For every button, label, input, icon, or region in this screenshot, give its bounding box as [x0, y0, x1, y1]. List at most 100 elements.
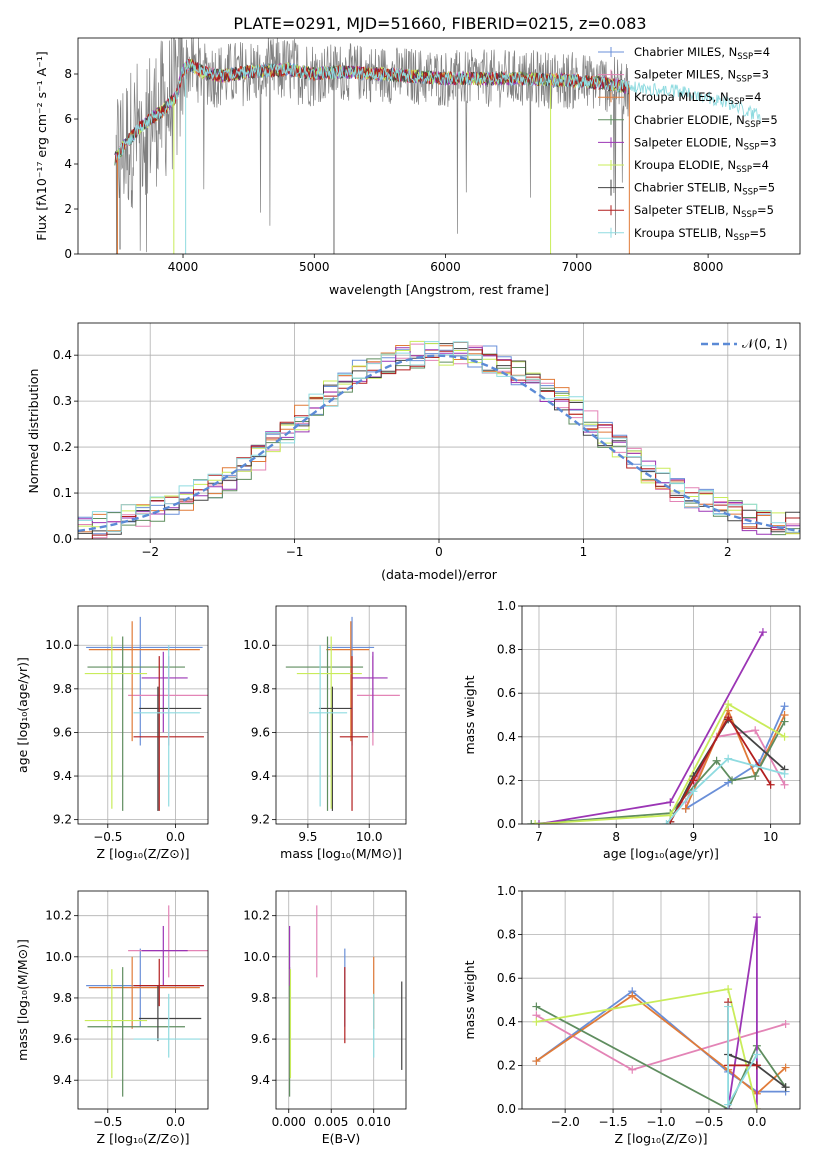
- legend-label-sub: SSP: [744, 142, 760, 152]
- x-tick-label: 0.0: [747, 1115, 766, 1129]
- y-tick-label: 9.2: [53, 813, 72, 827]
- marker-salpeter-miles: [628, 1065, 637, 1074]
- marker-kroupa-miles: [628, 991, 637, 1000]
- legend-label-text: Salpeter MILES, N: [634, 68, 736, 82]
- mass-weight-vs-age-panel: 7 8 9 10 0.0 0.2 0.4 0.6 0.8 1.0 age [log₁₀(age/yr…: [462, 599, 801, 861]
- marker-kroupa-stelib: [662, 820, 671, 824]
- y-tick-label: 9.4: [251, 1073, 270, 1087]
- y-tick-label: 0.8: [497, 643, 516, 657]
- marker-salpeter-miles: [780, 780, 789, 789]
- age-vs-metallicity-panel: −0.5 0.0 9.2 9.4 9.6 9.8 10.0 Z [log₁₀(Z/Z⊙)] ag…: [15, 605, 209, 861]
- y-tick-label: 9.8: [53, 991, 72, 1005]
- mass-vs-extinction-panel: 0.000 0.005 0.010 9.4 9.6 9.8 10.0 10.2 E(B-V): [243, 890, 407, 1146]
- y-tick-label: 9.4: [53, 769, 72, 783]
- y-tick-label: 10.2: [243, 909, 270, 923]
- marker-kroupa-stelib: [780, 769, 789, 778]
- marker-salpeter-elodie: [752, 913, 761, 922]
- marker-salpeter-elodie: [666, 798, 675, 807]
- plot-area: [285, 616, 400, 811]
- line-kroupa-elodie: [535, 702, 786, 824]
- legend-label-n: =3: [760, 135, 777, 149]
- spectrum-panel: 4000 5000 6000 7000 8000 0 2 4 6 8 wavelength [Ang…: [34, 37, 801, 297]
- plot-area: [114, 38, 761, 254]
- y-tick-label: 0.6: [497, 686, 516, 700]
- legend-label-text: Kroupa MILES, N: [634, 90, 729, 104]
- legend-label: Chabrier STELIB, NSSP=5: [634, 181, 775, 198]
- y-tick-label: 10.0: [243, 638, 270, 652]
- line-chabrier-elodie: [535, 1005, 787, 1109]
- axes-frame: [275, 605, 407, 825]
- y-tick-label: 2: [64, 202, 72, 216]
- legend-label: Kroupa MILES, NSSP=4: [634, 90, 761, 107]
- y-tick-label: 0.2: [497, 773, 516, 787]
- x-tick-label: 10: [763, 830, 778, 844]
- x-tick-label: 8000: [693, 260, 724, 274]
- x-axis-label: wavelength [Angstrom, rest frame]: [329, 282, 549, 297]
- legend-label: Kroupa STELIB, NSSP=5: [634, 226, 766, 243]
- y-axis-label: mass [log₁₀(M/M⊙)]: [15, 939, 30, 1061]
- y-tick-label: 10.0: [45, 638, 72, 652]
- marker-chabrier-elodie: [527, 820, 536, 824]
- axes-frame: [77, 605, 209, 825]
- y-tick-label: 0.6: [497, 971, 516, 985]
- marker-salpeter-stelib: [766, 780, 775, 789]
- x-tick-label: −0.5: [93, 830, 122, 844]
- marker-kroupa-elodie: [752, 1105, 761, 1109]
- marker-kroupa-miles: [681, 804, 690, 813]
- y-tick-label: 0.4: [497, 1015, 516, 1029]
- marker-chabrier-elodie: [712, 756, 721, 765]
- legend-label-text: Kroupa STELIB, N: [634, 226, 734, 240]
- x-tick-label: 8: [612, 830, 620, 844]
- legend-label-sub: SSP: [729, 97, 745, 107]
- y-tick-label: 0.2: [497, 1058, 516, 1072]
- marker-kroupa-elodie: [532, 1017, 541, 1026]
- legend-label-n: =4: [752, 158, 769, 172]
- y-axis-label: mass weight: [462, 960, 477, 1039]
- y-tick-label: 9.6: [251, 725, 270, 739]
- legend-label-text: Chabrier STELIB, N: [634, 181, 742, 195]
- x-axis-label: (data-model)/error: [381, 567, 498, 582]
- y-axis-label: mass weight: [462, 675, 477, 754]
- model-spectrum-kroupa-stelib: [115, 59, 761, 163]
- marker-salpeter-miles: [781, 1019, 790, 1028]
- legend-label-sub: SSP: [742, 188, 758, 198]
- marker-salpeter-stelib: [724, 713, 733, 722]
- legend-label-sub: SSP: [734, 233, 750, 243]
- x-axis-label: Z [log₁₀(Z/Z⊙)]: [97, 1131, 190, 1146]
- legend-label: Chabrier ELODIE, NSSP=5: [634, 113, 778, 130]
- y-tick-label: 9.8: [251, 682, 270, 696]
- marker-kroupa-stelib: [724, 1100, 733, 1109]
- x-tick-label: −0.5: [694, 1115, 723, 1129]
- marker-salpeter-elodie: [758, 628, 767, 637]
- legend-label-text: Kroupa ELODIE, N: [634, 158, 736, 172]
- legend-gaussian-label: 𝒩(0, 1): [742, 336, 788, 351]
- x-tick-label: −2.0: [551, 1115, 580, 1129]
- marker-salpeter-miles: [751, 726, 760, 735]
- marker-kroupa-stelib: [752, 1050, 761, 1059]
- marker-kroupa-elodie: [780, 732, 789, 741]
- y-tick-label: 0.1: [53, 486, 72, 500]
- legend-label-text: Salpeter STELIB, N: [634, 203, 741, 217]
- legend-label-sub: SSP: [745, 120, 761, 130]
- y-tick-label: 4: [64, 157, 72, 171]
- marker-chabrier-elodie: [751, 772, 760, 781]
- y-tick-label: 9.4: [251, 769, 270, 783]
- plot-area: [288, 905, 403, 1097]
- axes-frame: [77, 890, 209, 1110]
- marker-kroupa-elodie: [724, 985, 733, 994]
- y-tick-label: 0.4: [497, 730, 516, 744]
- x-tick-label: −1.0: [646, 1115, 675, 1129]
- y-axis-label: Flux [fλ10⁻¹⁷ erg cm⁻² s⁻¹ A⁻¹]: [34, 51, 49, 240]
- age-vs-mass-panel: 9.5 10.0 9.2 9.4 9.6 9.8 10.0 mass [log₁₀(M/M⊙)…: [243, 605, 407, 861]
- x-tick-label: 0.010: [357, 1115, 391, 1129]
- y-tick-label: 9.8: [251, 991, 270, 1005]
- line-chabrier-miles: [685, 705, 786, 810]
- y-tick-label: 0.4: [53, 348, 72, 362]
- histogram-kroupa-stelib: [78, 341, 800, 539]
- y-tick-label: 9.6: [53, 1032, 72, 1046]
- marker-salpeter-elodie: [534, 820, 543, 824]
- x-tick-label: 0.0: [166, 830, 185, 844]
- gaussian-curve: [78, 354, 800, 533]
- x-tick-label: −1: [286, 545, 304, 559]
- plot-area: [78, 340, 800, 539]
